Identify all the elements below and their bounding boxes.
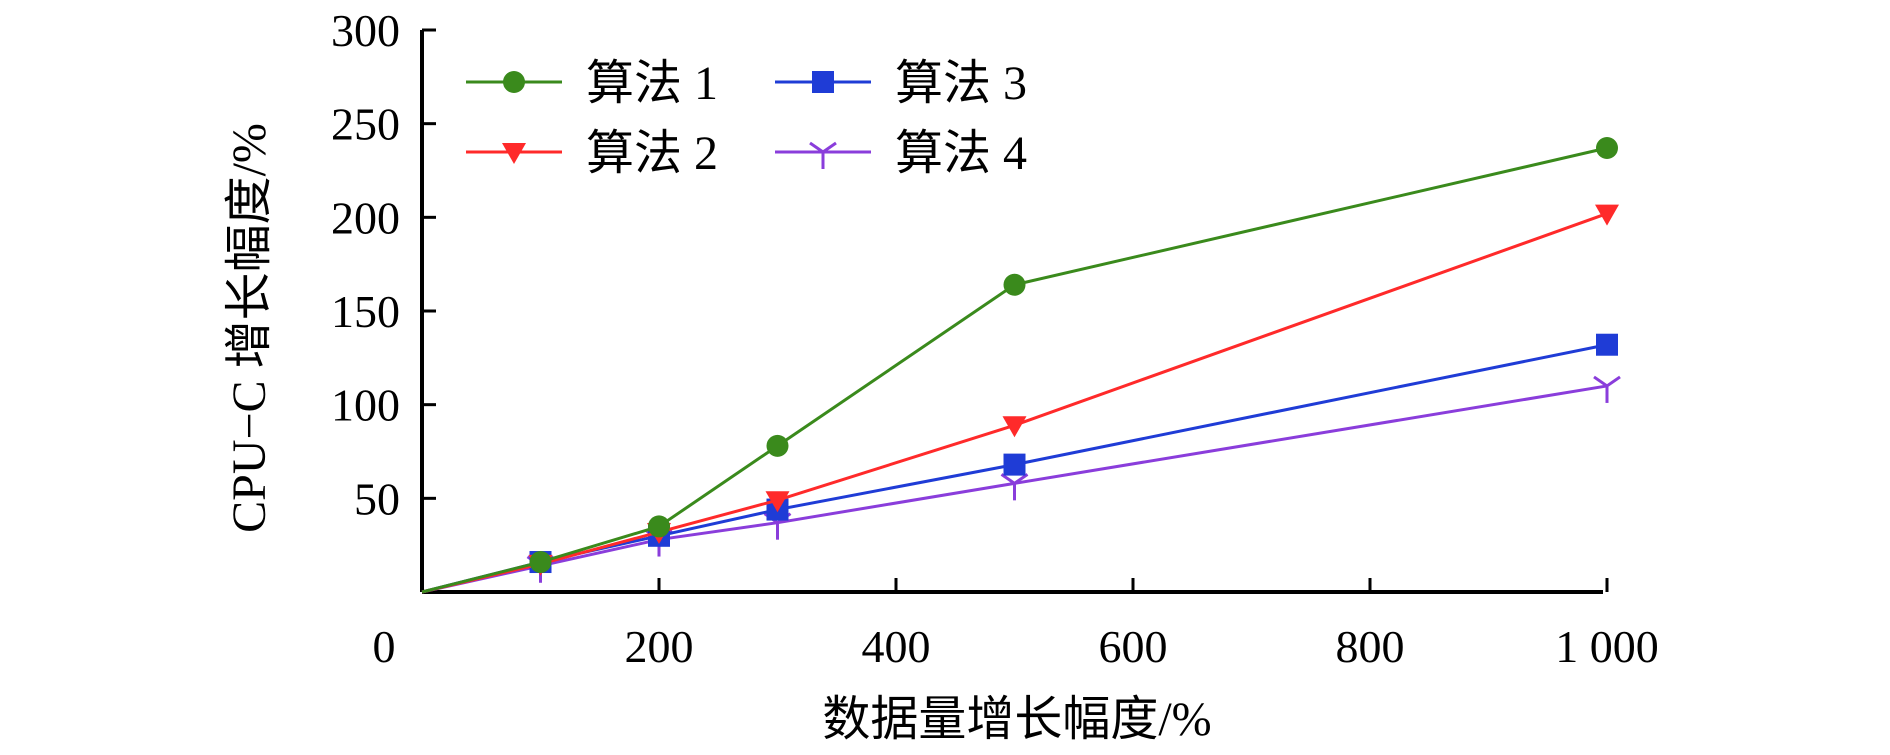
x-tick-label: 0 <box>373 621 396 672</box>
legend-marker <box>809 141 837 169</box>
y-tick-label: 50 <box>354 473 400 524</box>
x-tick-label: 400 <box>862 621 931 672</box>
data-point <box>765 491 790 513</box>
x-tick-label: 1 000 <box>1555 621 1659 672</box>
axes: 50 100 150 200 250 300 0 200 400 600 800 1 000 <box>331 5 1659 672</box>
legend-item-4: 算法 4 <box>775 127 1027 180</box>
series-layer <box>421 137 1621 594</box>
series-line <box>421 146 1608 594</box>
data-point <box>1595 204 1619 226</box>
tri-arm <box>1606 375 1621 388</box>
tri-arm <box>822 141 837 154</box>
legend-marker <box>502 143 526 164</box>
y-tick-label: 200 <box>331 192 400 243</box>
y-tick-label: 150 <box>331 286 400 337</box>
x-tick-label: 800 <box>1336 621 1405 672</box>
tri-arm <box>1013 473 1029 485</box>
y-tick-label: 100 <box>331 380 400 431</box>
data-point <box>1596 137 1618 160</box>
legend-item-2: 算法 2 <box>466 127 718 180</box>
series-2 <box>421 204 1619 594</box>
y-tick-label: 250 <box>331 99 400 150</box>
series-line <box>421 212 1608 594</box>
tri-arm <box>1000 473 1016 485</box>
series-1 <box>421 137 1618 594</box>
y-tick-label: 300 <box>331 5 400 56</box>
y-axis-title: CPU−C 增长幅度/% <box>223 123 276 533</box>
series-4 <box>421 375 1621 594</box>
tri-arm <box>1593 375 1608 388</box>
legend-marker <box>812 71 834 93</box>
x-axis-title: 数据量增长幅度/% <box>822 693 1211 746</box>
data-point <box>1000 473 1029 501</box>
legend-item-3: 算法 3 <box>775 57 1027 110</box>
data-point <box>1003 453 1026 476</box>
data-point <box>648 515 670 538</box>
data-point <box>766 434 789 457</box>
tri-arm <box>809 141 824 154</box>
data-point <box>1596 333 1618 356</box>
legend-label: 算法 3 <box>895 57 1027 110</box>
data-point <box>1002 416 1027 438</box>
x-tick-label: 200 <box>625 621 694 672</box>
data-point <box>529 551 552 574</box>
legend-label: 算法 2 <box>586 127 718 180</box>
legend-item-1: 算法 1 <box>466 57 718 110</box>
legend-label: 算法 1 <box>586 57 718 110</box>
legend-marker <box>503 71 525 93</box>
legend: 算法 1 算法 2 算法 3 算法 4 <box>466 57 1027 180</box>
x-tick-label: 600 <box>1099 621 1168 672</box>
data-point <box>1593 375 1621 403</box>
series-line <box>421 384 1608 594</box>
legend-label: 算法 4 <box>895 127 1027 180</box>
data-point <box>1003 273 1026 296</box>
